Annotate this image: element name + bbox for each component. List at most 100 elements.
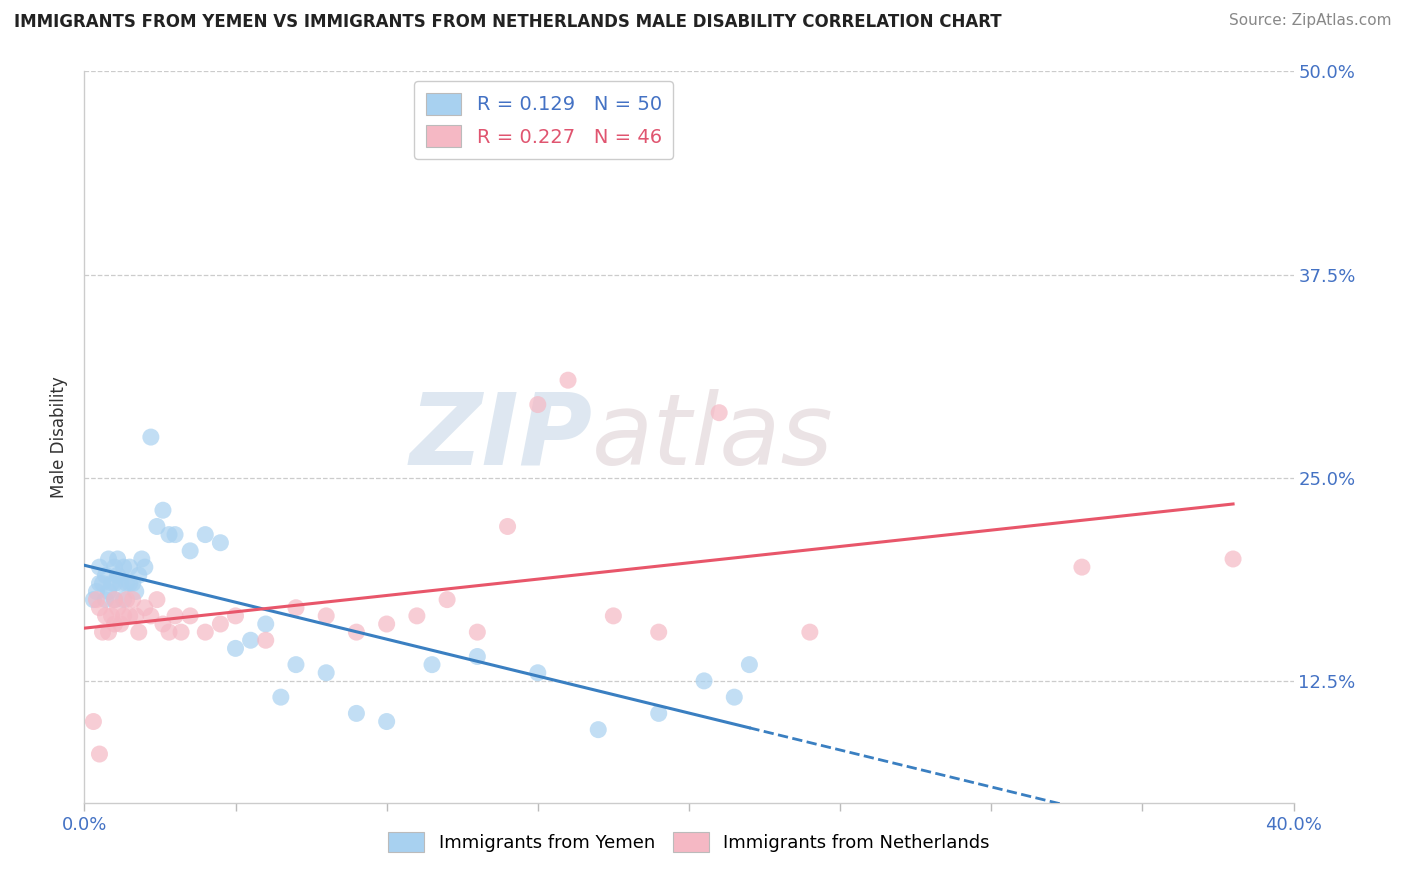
Point (285, 657, 308, 672)
Point (738, 657, 761, 672)
Point (125, 608, 148, 623)
Point (86, 584, 108, 599)
Point (346, 625, 368, 640)
Point (86, 592, 108, 607)
Point (496, 519, 519, 533)
Point (170, 625, 193, 640)
Point (121, 576, 143, 591)
Point (152, 617, 174, 632)
Point (375, 714, 398, 729)
Point (115, 592, 138, 607)
Text: Source: ZipAtlas.com: Source: ZipAtlas.com (1229, 13, 1392, 29)
Point (97, 625, 120, 640)
Point (134, 560, 156, 574)
Point (157, 625, 180, 640)
Y-axis label: Male Disability: Male Disability (51, 376, 69, 498)
Point (709, 406, 731, 420)
Point (94, 592, 117, 607)
Point (107, 600, 129, 615)
Point (97, 584, 120, 599)
Point (346, 706, 368, 721)
Point (110, 617, 132, 632)
Point (134, 600, 156, 615)
Point (467, 649, 489, 664)
Point (194, 625, 217, 640)
Point (1071, 560, 1094, 574)
Point (118, 608, 141, 623)
Point (146, 519, 169, 533)
Point (648, 625, 671, 640)
Point (112, 608, 135, 623)
Point (285, 600, 308, 615)
Point (94, 608, 117, 623)
Point (239, 633, 262, 648)
Point (315, 608, 337, 623)
Point (527, 665, 550, 680)
Point (128, 568, 150, 582)
Point (104, 592, 127, 607)
Point (146, 592, 169, 607)
Point (110, 576, 132, 591)
Point (375, 617, 398, 632)
Point (179, 608, 201, 623)
Point (125, 584, 148, 599)
Point (89, 747, 111, 761)
Point (104, 576, 127, 591)
Point (128, 625, 150, 640)
Point (107, 552, 129, 566)
Point (557, 373, 579, 387)
Point (225, 608, 247, 623)
Point (152, 503, 174, 517)
Point (254, 617, 277, 632)
Point (97, 552, 120, 566)
Point (131, 552, 153, 566)
Point (104, 560, 127, 574)
Point (527, 398, 550, 412)
Point (121, 592, 143, 607)
Point (194, 527, 217, 541)
Point (91, 625, 114, 640)
Point (799, 625, 821, 640)
Point (723, 690, 745, 705)
Point (112, 592, 135, 607)
Point (118, 560, 141, 574)
Text: ZIP: ZIP (409, 389, 592, 485)
Point (118, 576, 141, 591)
Text: IMMIGRANTS FROM YEMEN VS IMMIGRANTS FROM NETHERLANDS MALE DISABILITY CORRELATION: IMMIGRANTS FROM YEMEN VS IMMIGRANTS FROM… (14, 13, 1001, 31)
Point (104, 592, 127, 607)
Point (588, 723, 610, 737)
Point (1222, 552, 1244, 566)
Point (107, 568, 129, 582)
Point (112, 560, 135, 574)
Legend: Immigrants from Yemen, Immigrants from Netherlands: Immigrants from Yemen, Immigrants from N… (381, 824, 997, 860)
Point (82, 592, 104, 607)
Point (104, 617, 127, 632)
Text: atlas: atlas (592, 389, 834, 485)
Point (270, 690, 292, 705)
Point (648, 706, 671, 721)
Point (315, 665, 337, 680)
Point (89, 600, 111, 615)
Point (467, 625, 489, 640)
Point (157, 527, 180, 541)
Point (406, 608, 429, 623)
Point (91, 576, 114, 591)
Point (225, 641, 247, 656)
Point (209, 617, 232, 632)
Point (82, 714, 104, 729)
Point (179, 544, 201, 558)
Point (89, 560, 111, 574)
Point (436, 592, 458, 607)
Point (254, 633, 277, 648)
Point (139, 608, 162, 623)
Point (209, 535, 232, 549)
Point (165, 608, 187, 623)
Point (115, 576, 138, 591)
Point (693, 673, 716, 688)
Point (100, 608, 122, 623)
Point (94, 568, 117, 582)
Point (89, 576, 111, 591)
Point (165, 527, 187, 541)
Point (420, 657, 443, 672)
Point (100, 576, 122, 591)
